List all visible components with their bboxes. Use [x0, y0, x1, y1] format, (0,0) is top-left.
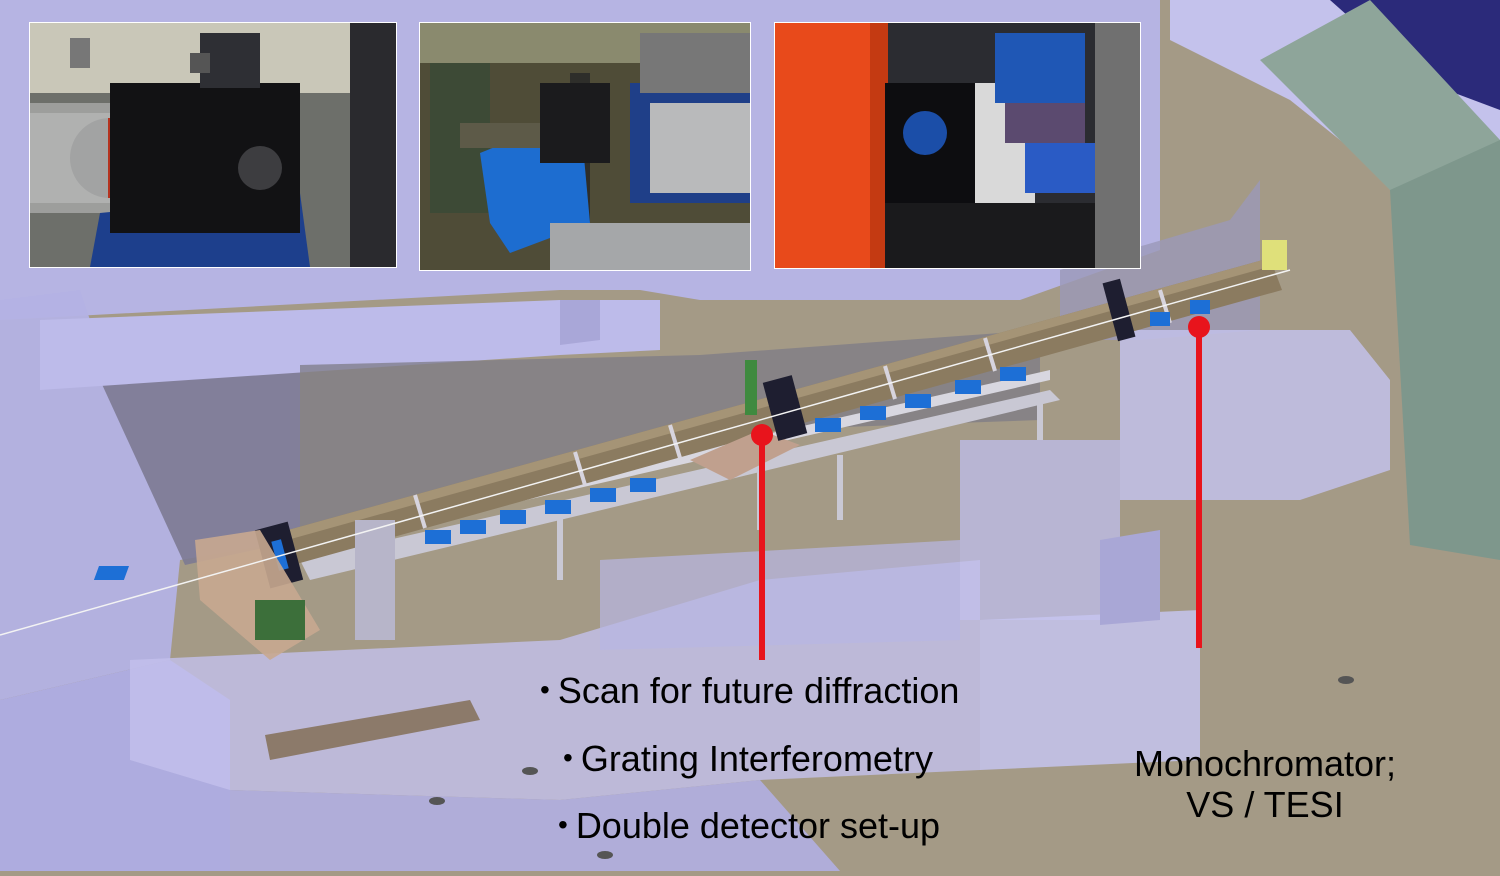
bullet-dot: •: [558, 809, 568, 840]
photo-1-image: [30, 23, 396, 267]
bullet-text: Scan for future diffraction: [557, 670, 960, 711]
rail-frame: [300, 390, 1060, 580]
right-block-1: [1120, 330, 1390, 500]
photo-2-image: [420, 23, 750, 270]
bullet-dot: •: [563, 742, 573, 773]
beam-path: [0, 269, 1291, 636]
bullet-dot: •: [540, 674, 550, 705]
floor-bolt: [522, 767, 538, 775]
green-device: [745, 360, 757, 415]
inset-photo-3: [774, 22, 1141, 269]
mono-detector: [1102, 278, 1136, 342]
upper-beam-post: [560, 300, 600, 345]
marker-dot-right: [1188, 316, 1210, 338]
left-shield-shadow: [100, 365, 300, 565]
bullet-text: Double detector set-up: [575, 805, 941, 846]
floor-bolt: [597, 851, 613, 859]
floor-bolt: [1338, 676, 1354, 684]
monochromator-label: Monochromator; VS / TESI: [1110, 743, 1420, 825]
monochromator-label-line2: VS / TESI: [1186, 784, 1344, 825]
upper-beam: [40, 300, 660, 390]
inset-photo-1: [29, 22, 397, 268]
right-block-3: [980, 610, 1200, 770]
sample-table: [690, 430, 800, 480]
end-box: [1262, 240, 1287, 270]
photo-3-image: [775, 23, 1140, 268]
detector-middle: [762, 375, 808, 441]
monochromator-label-line1: Monochromator;: [1133, 743, 1397, 784]
floor-bolt: [429, 797, 445, 805]
green-wall-face: [1390, 140, 1500, 560]
marker-dot-left: [751, 424, 773, 446]
stage-column: [355, 520, 395, 640]
stage-board: [255, 600, 305, 640]
bullet-double-detector: • Double detector set-up: [558, 808, 940, 844]
bullet-text: Grating Interferometry: [580, 738, 933, 779]
blue-mounts: [93, 300, 1210, 580]
right-post: [1100, 530, 1160, 625]
right-block-2: [960, 440, 1120, 620]
bullet-grating-interferometry: • Grating Interferometry: [563, 741, 933, 777]
inset-photo-2: [419, 22, 751, 271]
bottom-floor-wall: [230, 780, 840, 871]
front-wall-top: [600, 540, 960, 650]
floor-plate: [265, 700, 480, 760]
bullet-scan-diffraction: • Scan for future diffraction: [540, 673, 959, 709]
